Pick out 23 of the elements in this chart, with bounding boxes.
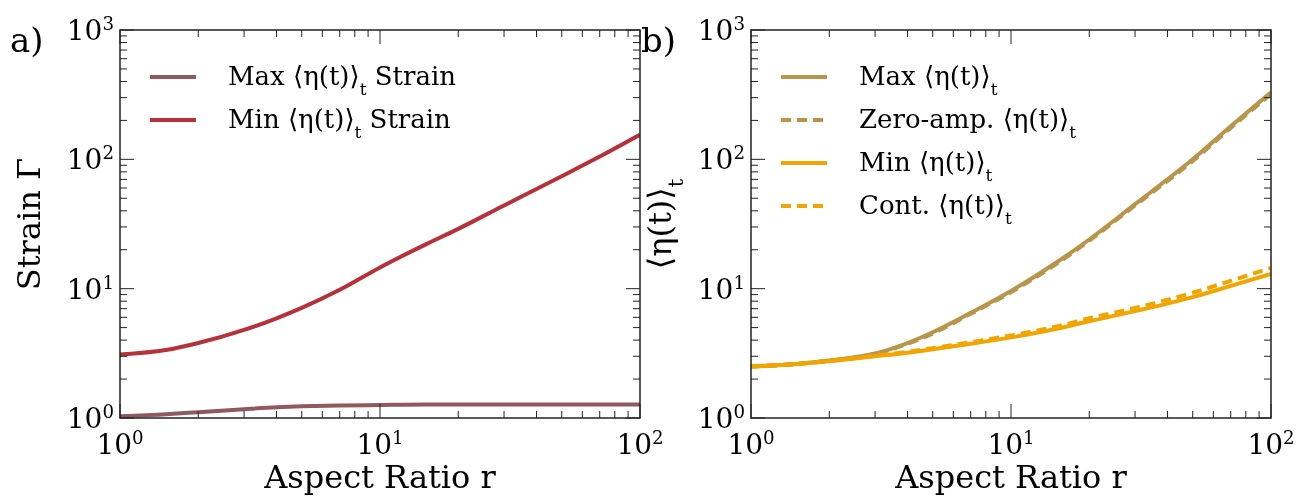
text: a) bbox=[10, 20, 44, 60]
y-tick-label: 10$^{1}$ bbox=[697, 271, 745, 306]
y-tick-label: 10$^{3}$ bbox=[66, 12, 114, 47]
x-tick-label: 10$^{2}$ bbox=[616, 426, 664, 461]
legend-label: Zero-amp. ⟨η(t)⟩$_{t}$ bbox=[859, 104, 1077, 142]
y-tick-label: 10$^{2}$ bbox=[66, 141, 114, 177]
y-axis-title: Strain Γ bbox=[10, 157, 48, 291]
x-tick-label: 10$^{1}$ bbox=[987, 426, 1035, 461]
legend-label: Max ⟨η(t)⟩$_{t}$ Strain bbox=[228, 61, 457, 99]
x-tick-label: 10$^{1}$ bbox=[356, 426, 404, 461]
x-tick-label: 10$^{0}$ bbox=[96, 426, 144, 461]
x-tick-label: 10$^{2}$ bbox=[1247, 426, 1295, 461]
x-axis-title: Aspect Ratio r bbox=[263, 458, 497, 496]
x-tick-label: 10$^{0}$ bbox=[727, 426, 775, 461]
text: b) bbox=[641, 20, 677, 60]
legend-label: Min ⟨η(t)⟩$_{t}$ bbox=[859, 147, 993, 185]
legend-label: Cont. ⟨η(t)⟩$_{t}$ bbox=[859, 190, 1012, 228]
y-tick-label: 10$^{2}$ bbox=[697, 141, 745, 177]
y-tick-label: 10$^{3}$ bbox=[697, 12, 745, 47]
legend-label: Min ⟨η(t)⟩$_{t}$ Strain bbox=[228, 104, 452, 142]
y-tick-label: 10$^{1}$ bbox=[66, 271, 114, 306]
legend-label: Max ⟨η(t)⟩$_{t}$ bbox=[859, 61, 998, 99]
x-axis-title: Aspect Ratio r bbox=[894, 458, 1128, 496]
